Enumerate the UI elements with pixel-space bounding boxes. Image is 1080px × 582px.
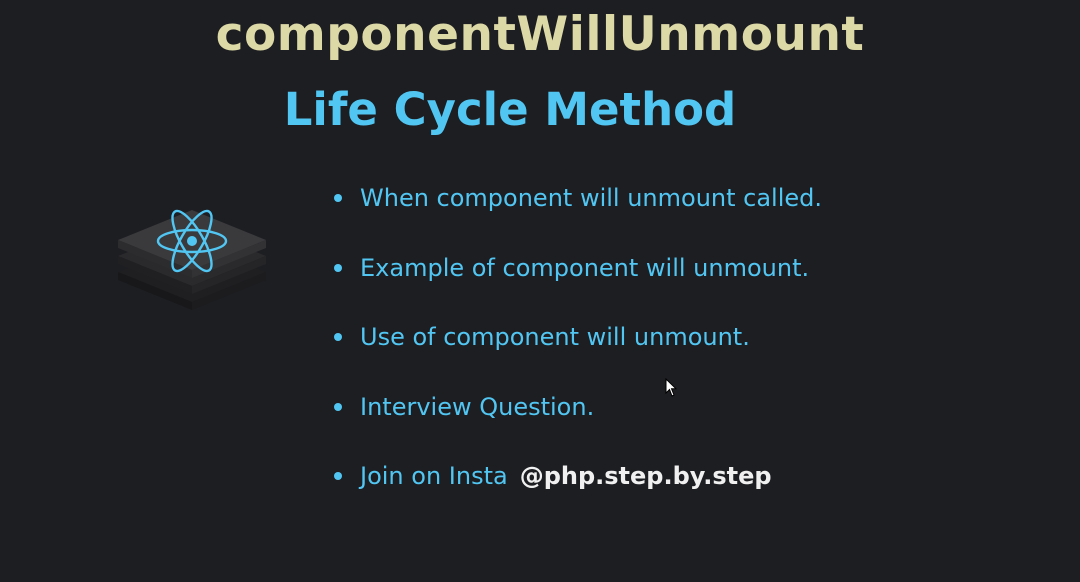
bullet-text: Use of component will unmount. xyxy=(360,323,750,351)
list-item: Join on Insta @php.step.by.step xyxy=(330,456,822,526)
slide-subtitle: Life Cycle Method xyxy=(283,83,737,136)
bullet-dot-icon xyxy=(334,402,342,411)
bullet-text: Example of component will unmount. xyxy=(360,253,810,282)
list-item: Example of component will unmount. xyxy=(330,248,822,318)
insta-handle[interactable]: @php.step.by.step xyxy=(519,462,772,490)
bullet-dot-icon xyxy=(334,194,342,202)
bullet-text: Interview Question. xyxy=(360,392,595,421)
react-stack-icon xyxy=(118,209,266,310)
bullet-dot-icon xyxy=(334,263,342,272)
bullet-text: Join on Insta xyxy=(360,462,508,490)
bullet-list: When component will unmount called. Exam… xyxy=(330,178,822,526)
mouse-cursor-icon xyxy=(665,378,677,397)
list-item: Interview Question. xyxy=(330,387,822,457)
bullet-dot-icon xyxy=(334,472,342,480)
slide-title: componentWillUnmount xyxy=(215,7,865,62)
list-item: When component will unmount called. xyxy=(330,178,822,248)
bullet-text: When component will unmount called. xyxy=(360,184,823,212)
list-item: Use of component will unmount. xyxy=(330,317,822,387)
bullet-dot-icon xyxy=(334,333,342,341)
